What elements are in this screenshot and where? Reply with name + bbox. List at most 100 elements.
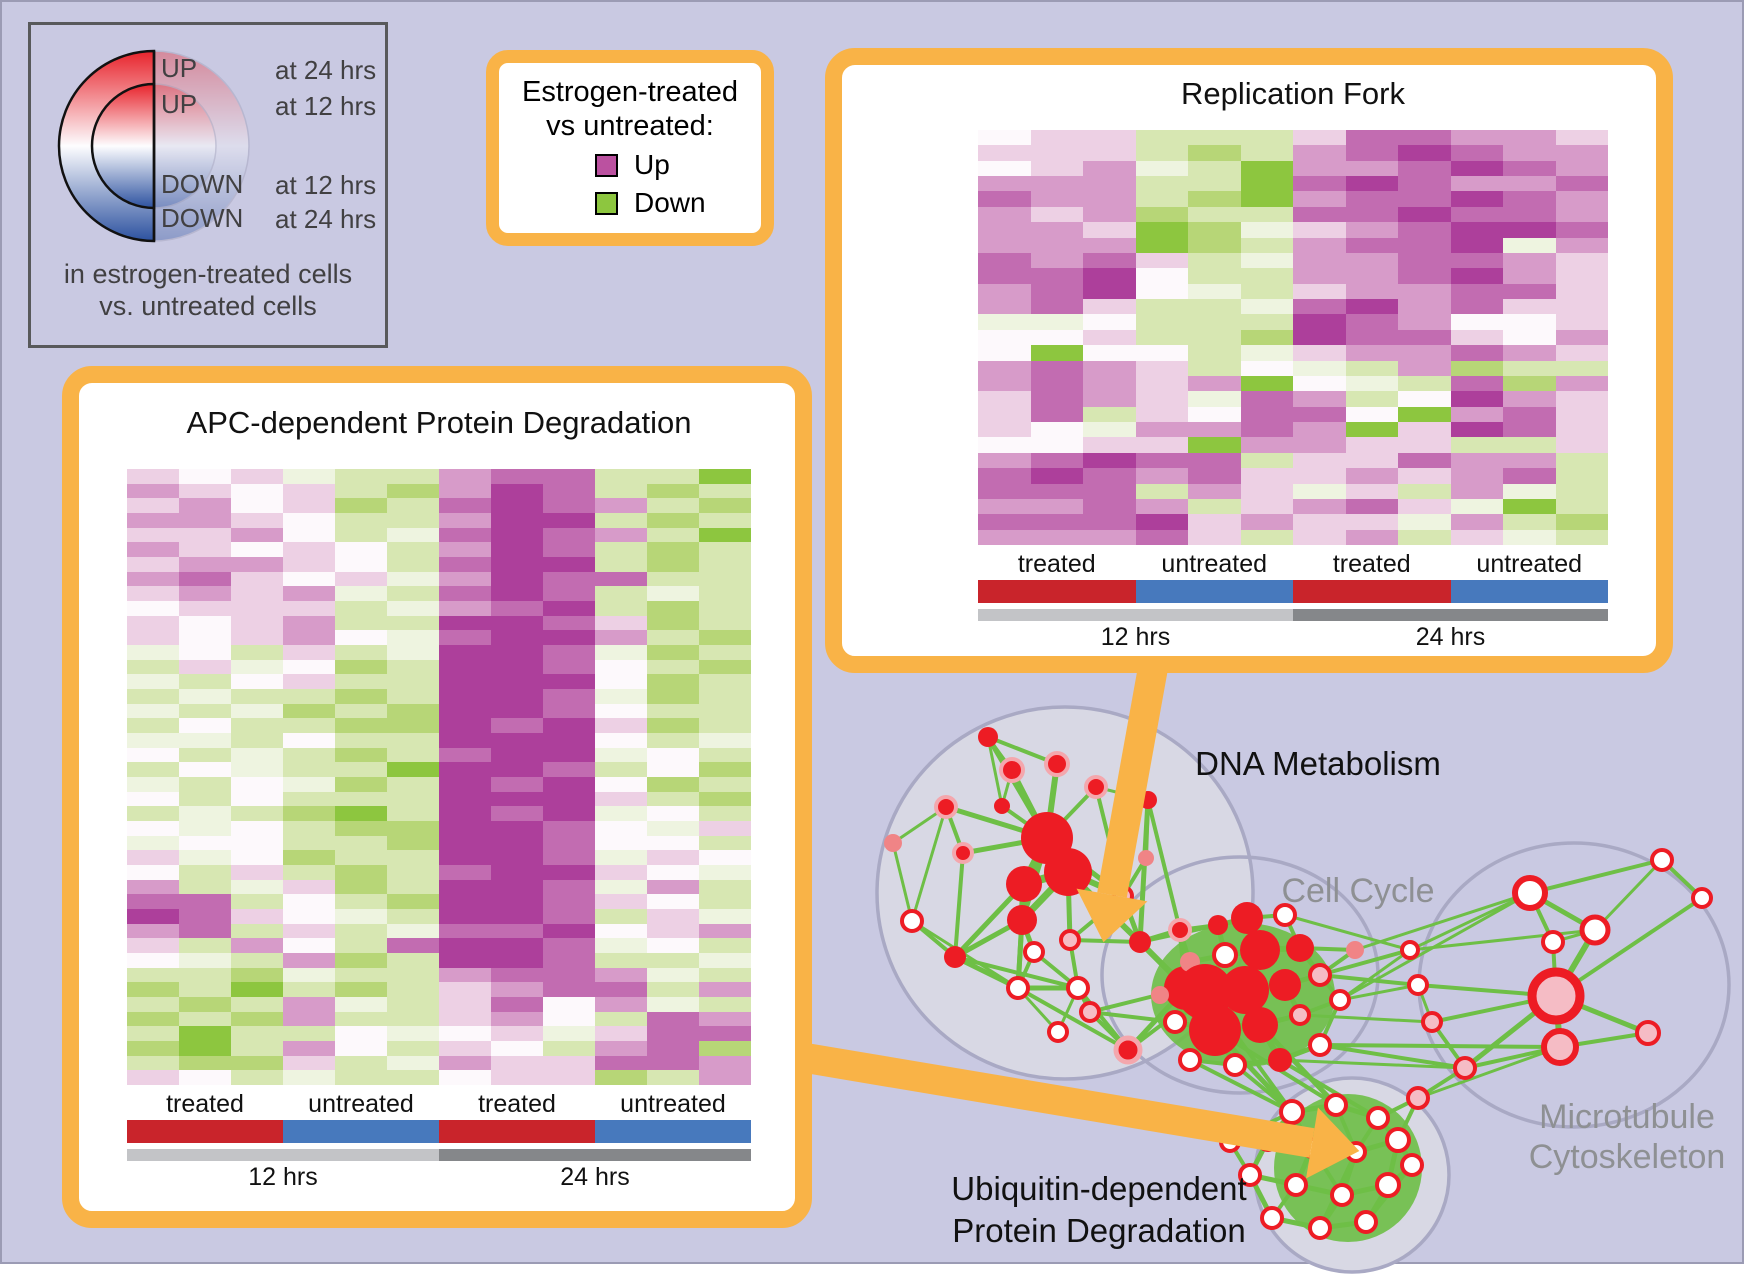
down-inner-label: DOWN <box>161 169 244 199</box>
heatmap-cell <box>1240 130 1293 146</box>
heatmap-cell <box>127 659 179 675</box>
heatmap-cell <box>283 483 335 499</box>
heatmap-cell <box>595 747 647 763</box>
heatmap-cell <box>1345 452 1398 469</box>
heatmap-cell <box>387 835 439 851</box>
gene-node-solid <box>978 727 998 747</box>
at-12hrs-label: at 12 hrs <box>275 91 377 121</box>
heatmap-cell <box>1398 406 1451 423</box>
heatmap-cell <box>647 513 699 528</box>
network-edge <box>1283 913 1412 952</box>
heatmap-cell <box>1450 468 1503 484</box>
heatmap-cell <box>439 498 491 513</box>
heatmap-cell <box>647 967 699 983</box>
heatmap-cell <box>491 953 543 968</box>
heatmap-cell <box>1450 360 1503 376</box>
heatmap-cell <box>1345 329 1398 346</box>
gene-node-rw <box>1260 1206 1284 1230</box>
heatmap-cell <box>439 615 491 631</box>
heatmap-cell <box>595 762 647 777</box>
gene-node-rw <box>1178 1048 1202 1072</box>
heatmap-cell <box>1503 268 1556 284</box>
heatmap-cell <box>1555 283 1608 300</box>
gene-node-rw <box>1329 989 1351 1011</box>
heatmap-cell <box>1345 206 1398 223</box>
heatmap-cell <box>439 938 491 953</box>
heatmap-cell <box>1240 391 1293 407</box>
heatmap-cell <box>1030 529 1083 545</box>
heatmap-cell <box>335 747 387 763</box>
cluster-label: Microtubule <box>1539 1098 1715 1136</box>
heatmap-cell <box>231 483 283 499</box>
heatmap-cell <box>978 283 1031 300</box>
heatmap-cell <box>1293 406 1346 423</box>
heatmap-cell <box>1188 468 1241 484</box>
network-edge <box>1318 948 1412 977</box>
heatmap-cell <box>1503 206 1556 223</box>
gene-node-pink <box>1151 986 1169 1004</box>
heatmap-cell <box>231 542 283 557</box>
heatmap-cell <box>231 777 283 792</box>
heatmap-cell <box>283 542 335 557</box>
heatmap-cell <box>978 468 1031 484</box>
heatmap-cell <box>595 542 647 557</box>
heatmap-cell <box>387 498 439 513</box>
heatmap-cell <box>1293 268 1346 284</box>
heatmap-cell <box>699 469 751 484</box>
heatmap-cell <box>283 1041 335 1056</box>
heatmap-cell <box>491 982 543 997</box>
heatmap-cell <box>491 483 543 499</box>
gene-node-solid <box>1189 1004 1241 1056</box>
gene-node-pink <box>884 834 902 852</box>
heatmap-cell <box>1293 498 1346 515</box>
condition-bar <box>1450 580 1608 603</box>
heatmap-cell <box>387 571 439 587</box>
heatmap-cell <box>647 483 699 499</box>
network-edge <box>1528 858 1664 895</box>
heatmap-cell <box>283 1026 335 1041</box>
heatmap-cell <box>231 718 283 733</box>
heatmap-cell <box>1345 283 1398 300</box>
heatmap-cell <box>595 835 647 851</box>
gene-node-solid <box>1006 866 1042 902</box>
heatmap-cell <box>1293 391 1346 407</box>
heatmap-cell <box>1503 345 1556 361</box>
heatmap-cell <box>127 542 179 557</box>
heatmap-cell <box>179 557 231 572</box>
heatmap-cell <box>491 879 543 895</box>
heatmap-cell <box>231 997 283 1012</box>
network-edge <box>1408 928 1597 952</box>
cluster-label: Cell Cycle <box>1281 872 1434 910</box>
heatmap-cell <box>491 674 543 689</box>
heatmap-cell <box>1240 283 1293 300</box>
heatmap-cell <box>179 469 231 484</box>
heatmap-cell <box>439 821 491 836</box>
heatmap-cell <box>387 938 439 953</box>
heatmap-cell <box>699 615 751 631</box>
heatmap-cell <box>978 498 1031 515</box>
heatmap-cell <box>1083 329 1136 346</box>
heatmap-cell <box>439 718 491 733</box>
heatmap-cell <box>127 513 179 528</box>
heatmap-cell <box>1398 498 1451 515</box>
heatmap-cell <box>595 1011 647 1027</box>
heatmap-cell <box>179 1026 231 1041</box>
heatmap-cell <box>179 674 231 689</box>
heatmap-cell <box>491 777 543 792</box>
updown-caption-line2: vs. untreated cells <box>99 291 317 321</box>
heatmap-cell <box>1555 437 1608 453</box>
heatmap-cell <box>1398 375 1451 392</box>
heatmap-cell <box>1450 160 1503 177</box>
network-edge <box>910 805 948 923</box>
heatmap-cell <box>1135 483 1188 499</box>
heatmap-cell <box>978 406 1031 423</box>
heatmap-cell <box>595 718 647 733</box>
heatmap-cell <box>1188 452 1241 469</box>
heatmap-cell <box>1555 514 1608 530</box>
heatmap-cell <box>335 659 387 675</box>
heatmap-cell <box>978 299 1031 315</box>
heatmap-cell <box>647 923 699 939</box>
heatmap-cell <box>283 601 335 616</box>
condition-label: untreated <box>308 1090 414 1118</box>
down-swatch-label: Down <box>634 187 706 218</box>
